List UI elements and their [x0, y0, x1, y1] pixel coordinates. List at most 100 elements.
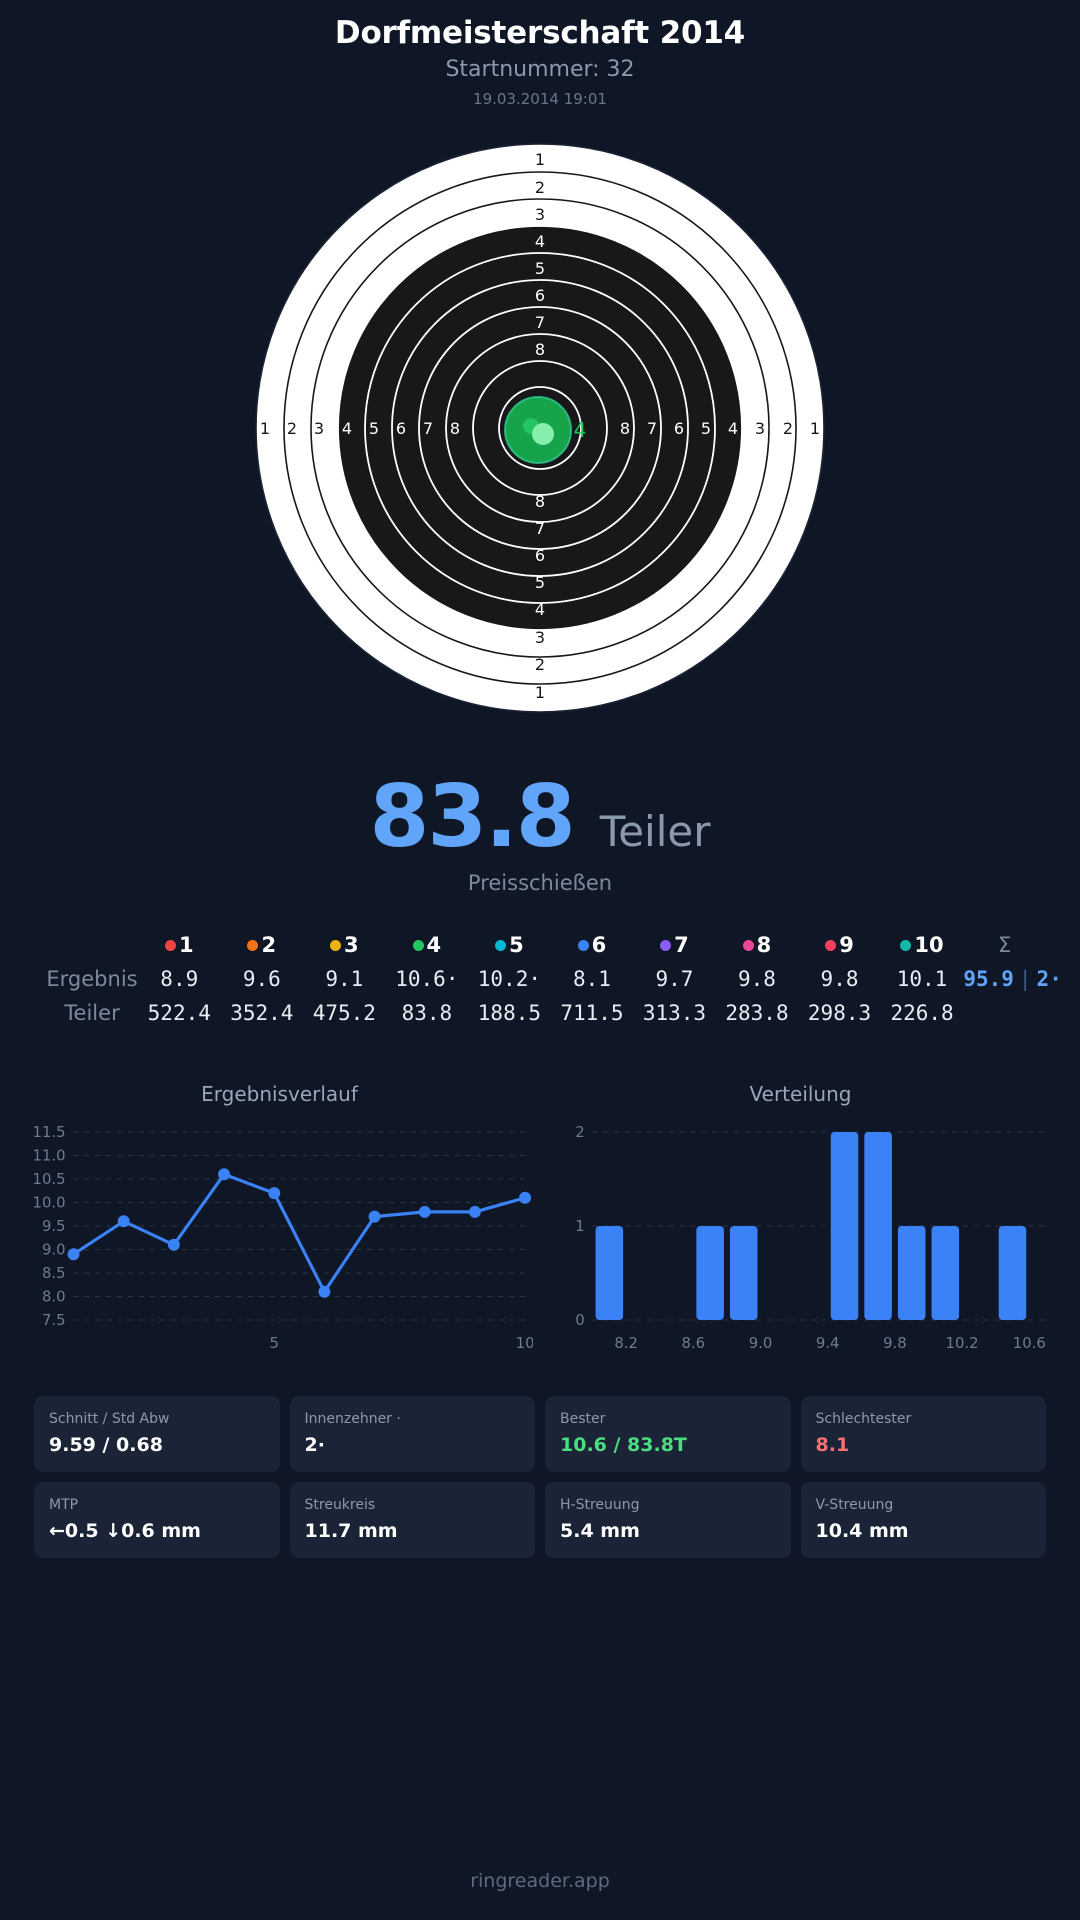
ergebnis-cell-8: 9.8: [716, 962, 799, 996]
teiler-cell-4: 83.8: [401, 1001, 453, 1025]
line-data-point[interactable]: [519, 1191, 532, 1204]
y-tick-label: 11.5: [33, 1123, 66, 1141]
histogram-bar[interactable]: [830, 1132, 859, 1320]
ring-label-vb-3: 3: [535, 628, 545, 647]
chart-ergebnisverlauf: Ergebnisverlauf 11.5 11.0 10.5 10.0 9.5 9.0 8.…: [26, 1080, 533, 1358]
shot-header-3[interactable]: 3: [303, 928, 386, 962]
histogram-bar[interactable]: [595, 1226, 624, 1320]
ergebnis-value-4: 10.6: [395, 967, 446, 991]
ring-label-hl-5: 5: [369, 419, 379, 438]
line-data-point[interactable]: [67, 1248, 80, 1261]
line-data-point[interactable]: [117, 1215, 130, 1228]
ergebnis-cell-4: 10.6·: [386, 962, 469, 996]
row-label-teiler: Teiler: [64, 1001, 120, 1025]
stat-label: Streukreis: [304, 1497, 376, 1513]
stat-card-schlechtester: Schlechtester 8.1: [800, 1396, 1046, 1472]
stat-value: ←0.5 ↓0.6 mm: [49, 1520, 201, 1542]
x-tick-label: 9.8: [883, 1334, 907, 1352]
ring-label-v-6: 6: [535, 286, 545, 305]
shot-header-8[interactable]: 8: [716, 928, 799, 962]
line-data-point[interactable]: [468, 1205, 481, 1218]
teiler-cell-1: 522.4: [147, 1001, 211, 1025]
legend-dot-8: [742, 940, 754, 951]
ring-label-v-3: 3: [535, 205, 545, 224]
stat-label: H-Streuung: [560, 1497, 640, 1513]
shot-header-2[interactable]: 2: [221, 928, 304, 962]
shot-dot-selected[interactable]: [532, 423, 554, 445]
shot-header-7[interactable]: 7: [633, 928, 716, 962]
ring-label-hr-4: 4: [728, 419, 738, 438]
ring-label-hr-8: 8: [620, 419, 630, 438]
line-data-point[interactable]: [418, 1205, 431, 1218]
y-tick-label: 2: [575, 1123, 584, 1141]
histogram-bar[interactable]: [729, 1226, 758, 1320]
histogram-bar[interactable]: [931, 1226, 960, 1320]
shot-header-10[interactable]: 10: [881, 928, 964, 962]
stat-label: Bester: [560, 1411, 606, 1427]
ergebnis-cell-10: 10.1: [881, 962, 964, 996]
ergebnis-value-6: 8.1: [572, 967, 611, 991]
row-label-ergebnis: Ergebnis: [46, 967, 138, 991]
ergebnis-value-2: 9.6: [242, 967, 281, 991]
y-tick-label: 10.0: [33, 1193, 66, 1211]
y-tick-label: 11.0: [33, 1146, 66, 1164]
shot-header-label-8: 8: [756, 933, 772, 957]
stat-card-mtp: MTP ←0.5 ↓0.6 mm: [34, 1482, 280, 1558]
shots-table: 1 2 3 4 5 6 7 8 9 10 Σ Ergebnis 8.9 9.: [34, 928, 1061, 1030]
stat-card-schnitt: Schnitt / Std Abw 9.59 / 0.68: [34, 1396, 280, 1472]
ring-label-v-1: 1: [535, 150, 545, 169]
table-row-teiler: Teiler 522.4 352.4 475.2 83.8 188.5 711.…: [34, 996, 1046, 1030]
score-value: 83.8: [369, 767, 576, 867]
ring-label-hl-4: 4: [342, 419, 352, 438]
ring-label-hl-7: 7: [423, 419, 433, 438]
ring-label-vb-4: 4: [535, 600, 545, 619]
legend-dot-3: [330, 940, 342, 951]
ergebnis-cell-6: 8.1: [551, 962, 634, 996]
line-data-point[interactable]: [167, 1238, 180, 1251]
ergebnis-value-3: 9.1: [325, 967, 364, 991]
shot-header-label-9: 9: [839, 933, 854, 957]
ring-label-v-4: 4: [535, 232, 545, 251]
shot-header-6[interactable]: 6: [551, 928, 634, 962]
shot-marker-label: 4: [574, 418, 587, 442]
legend-dot-4: [412, 940, 424, 951]
histogram-bar[interactable]: [998, 1226, 1027, 1320]
ring-label-hl-1: 1: [260, 419, 270, 438]
ergebnis-cell-3: 9.1: [303, 962, 386, 996]
page-header: Dorfmeisterschaft 2014 Startnummer: 32 1…: [0, 0, 1080, 112]
y-tick-label: 9.5: [42, 1217, 66, 1235]
ring-label-hr-3: 3: [755, 419, 765, 438]
stat-label: Schnitt / Std Abw: [49, 1411, 170, 1427]
shot-header-5[interactable]: 5: [468, 928, 551, 962]
legend-dot-9: [825, 940, 837, 951]
target-face[interactable]: 1 2 3 4 5 6 7 8 8 7 6 5 4 3 2 1: [242, 130, 838, 726]
histogram-bar[interactable]: [696, 1226, 724, 1320]
stat-label: Innenzehner ·: [304, 1411, 401, 1427]
charts-row: Ergebnisverlauf 11.5 11.0 10.5 10.0 9.5 9.0 8.…: [0, 1080, 1080, 1358]
histogram-bar[interactable]: [897, 1226, 926, 1320]
line-data-point[interactable]: [368, 1210, 381, 1223]
shot-header-label-1: 1: [178, 933, 194, 957]
y-tick-label: 9.0: [42, 1240, 66, 1258]
chart-verteilung: Verteilung 2 1 0 8.2 8.6 9.0 9.4 9.8 10.2 10.6: [547, 1080, 1054, 1358]
line-data-point[interactable]: [218, 1168, 230, 1181]
shot-header-4[interactable]: 4: [386, 928, 469, 962]
ergebnis-value-8: 9.8: [738, 967, 776, 991]
shot-header-1[interactable]: 1: [138, 928, 221, 962]
primary-score: 83.8 Teiler Preisschießen: [0, 774, 1080, 898]
ring-label-hr-1: 1: [810, 419, 820, 438]
shot-header-label-3: 3: [344, 933, 359, 957]
line-data-point[interactable]: [268, 1187, 281, 1200]
teiler-sum-empty: [963, 996, 1046, 1030]
shot-header-label-10: 10: [914, 933, 944, 957]
histogram-bar[interactable]: [864, 1132, 892, 1320]
stats-grid: Schnitt / Std Abw 9.59 / 0.68 Innenzehne…: [0, 1396, 1080, 1558]
ring-label-hr-7: 7: [647, 419, 657, 438]
table-row-ergebnis: Ergebnis 8.9 9.6 9.1 10.6· 10.2· 8.1 9.7…: [34, 962, 1061, 996]
legend-dot-1: [164, 940, 176, 951]
shot-header-9[interactable]: 9: [798, 928, 881, 962]
inner-ten-mark-4: ·: [445, 967, 459, 991]
ring-label-v-7: 7: [535, 313, 545, 332]
line-data-point[interactable]: [318, 1285, 331, 1298]
